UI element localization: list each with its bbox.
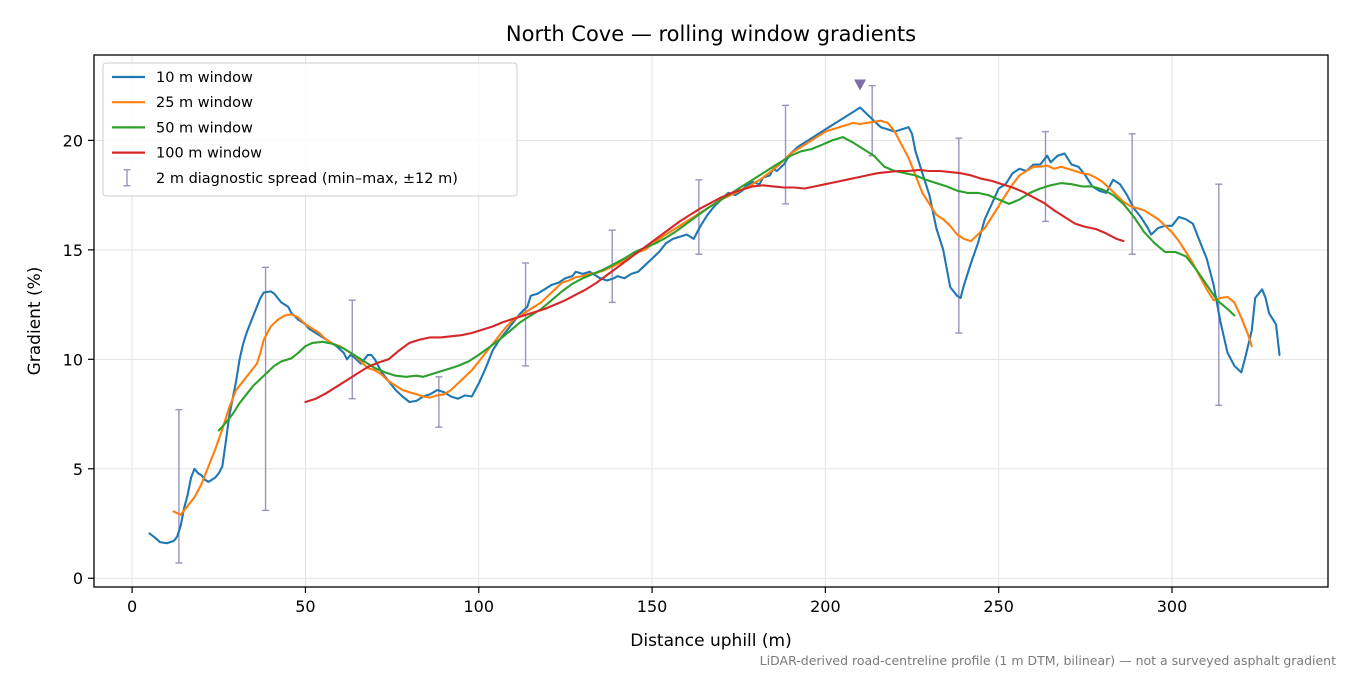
legend-label: 10 m window xyxy=(156,70,253,86)
legend-entry: 10 m window xyxy=(112,70,253,86)
legend-entry: 50 m window xyxy=(112,120,253,136)
legend-entry: 25 m window xyxy=(112,95,253,111)
y-tick-label: 5 xyxy=(73,460,83,479)
legend: 10 m window 25 m window 50 m window 100 m w… xyxy=(102,62,518,197)
y-axis-label: Gradient (%) xyxy=(25,267,45,376)
y-tick-label: 10 xyxy=(63,350,83,369)
chart-title: North Cove — rolling window gradients xyxy=(506,22,916,46)
legend-entry: 2 m diagnostic spread (min–max, ±12 m) xyxy=(123,169,458,187)
x-tick-label: 250 xyxy=(983,597,1014,616)
x-axis-ticks: 0 50 100 150 200 250 300 xyxy=(127,587,1187,616)
series-lines xyxy=(148,106,1281,545)
x-tick-label: 300 xyxy=(1157,597,1188,616)
error-bar xyxy=(1215,183,1223,406)
legend-label: 2 m diagnostic spread (min–max, ±12 m) xyxy=(156,171,458,187)
legend-box xyxy=(102,62,518,197)
error-bar xyxy=(262,266,270,512)
x-tick-label: 50 xyxy=(295,597,315,616)
y-axis-ticks: 0 5 10 15 20 xyxy=(63,131,94,588)
peak-marker xyxy=(854,79,867,91)
error-bar xyxy=(435,376,443,428)
y-tick-label: 15 xyxy=(63,241,83,260)
y-tick-label: 0 xyxy=(73,569,83,588)
series-line xyxy=(217,136,1236,432)
peak-marker-layer xyxy=(854,79,867,91)
error-bar xyxy=(175,408,183,564)
series-line xyxy=(304,168,1125,404)
x-tick-label: 200 xyxy=(810,597,841,616)
x-tick-label: 150 xyxy=(637,597,668,616)
x-tick-label: 0 xyxy=(127,597,137,616)
legend-label: 50 m window xyxy=(156,120,253,136)
error-bar xyxy=(1128,133,1136,255)
error-bar xyxy=(695,179,703,255)
x-tick-label: 100 xyxy=(463,597,494,616)
footnote: LiDAR-derived road-centreline profile (1… xyxy=(760,653,1336,668)
legend-label: 25 m window xyxy=(156,95,253,111)
y-tick-label: 20 xyxy=(63,131,83,150)
error-bar xyxy=(1041,130,1049,223)
x-axis-label: Distance uphill (m) xyxy=(630,631,791,651)
legend-entry: 100 m window xyxy=(112,146,262,162)
plot-frame xyxy=(93,54,1329,588)
series-line xyxy=(148,106,1281,545)
legend-label: 100 m window xyxy=(156,146,262,162)
error-bar xyxy=(348,299,356,400)
